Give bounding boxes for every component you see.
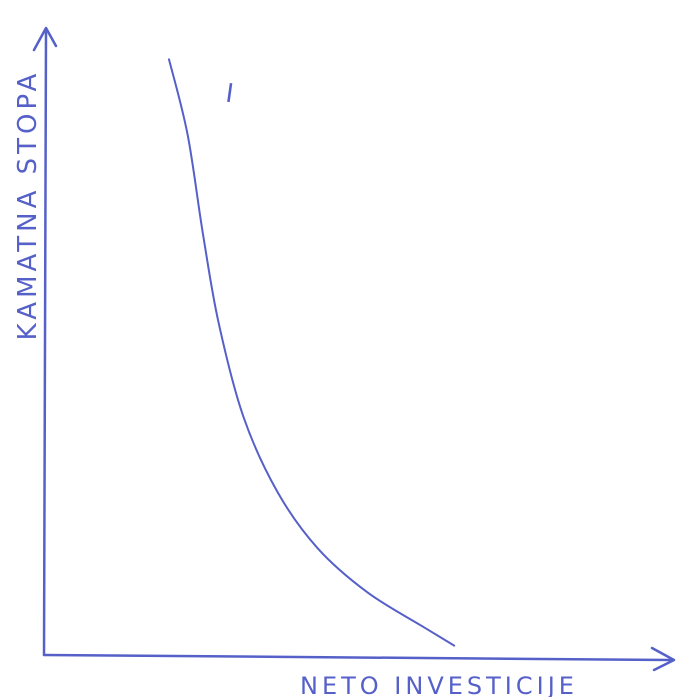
y-axis-arrowhead [32, 26, 58, 52]
y-axis-line [42, 28, 48, 657]
investment-demand-curve [168, 58, 456, 647]
x-axis-label: NETO INVESTICIJE [300, 672, 578, 697]
y-axis-label: KAMATNA STOPA [13, 70, 43, 341]
x-axis-arrowhead [650, 646, 676, 672]
curve-label: I [224, 79, 240, 110]
axes [32, 26, 676, 672]
x-axis-line [42, 653, 674, 662]
